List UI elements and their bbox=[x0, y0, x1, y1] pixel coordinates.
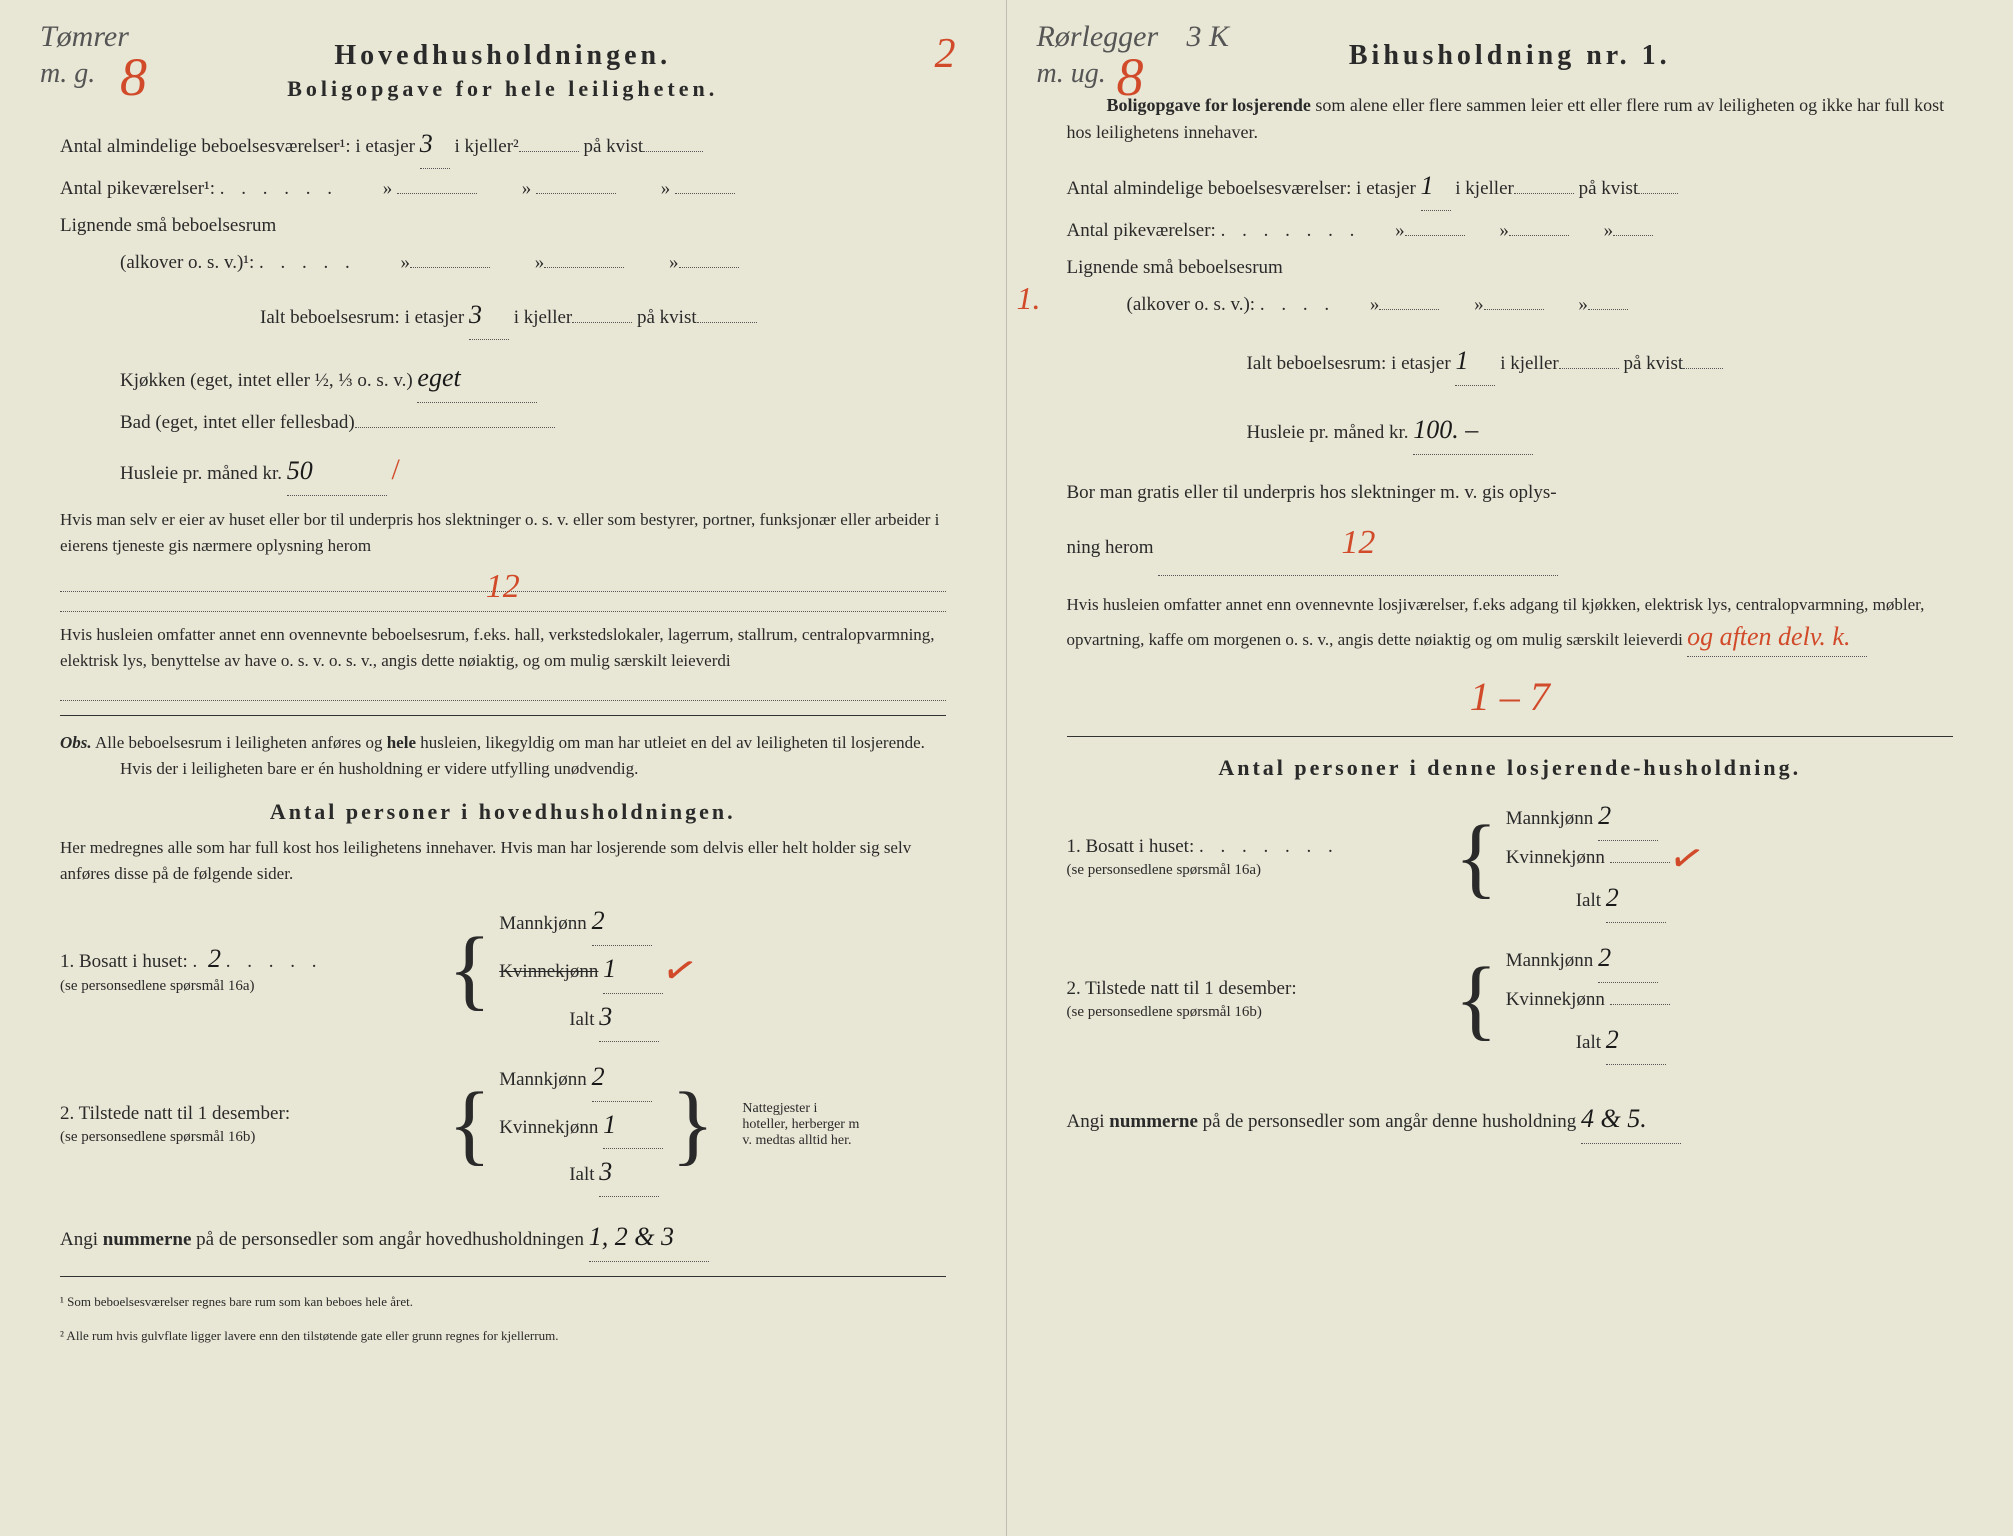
q1-kvinne-r bbox=[1610, 862, 1670, 863]
husleie-line-r: Husleie pr. måned kr. 100. – bbox=[1247, 406, 1954, 455]
bad-line: Bad (eget, intet eller fellesbad) bbox=[120, 405, 946, 440]
q1-mann-r: 2 bbox=[1598, 793, 1658, 841]
corner-note-marital: m. g. bbox=[40, 58, 95, 90]
q2-ialt: 3 bbox=[599, 1149, 659, 1197]
corner-extra-r: 3 K bbox=[1187, 20, 1230, 54]
q2-mann: 2 bbox=[592, 1054, 652, 1102]
angi-line-r: Angi nummerne på de personsedler som ang… bbox=[1067, 1095, 1954, 1144]
red-margin-1: 1. bbox=[1017, 280, 1041, 317]
husleie-line: Husleie pr. måned kr. 50 / bbox=[120, 442, 946, 498]
q2-mann-r: 2 bbox=[1598, 935, 1658, 983]
corner-number-red-r: 8 bbox=[1117, 46, 1144, 108]
persons-section-title-r: Antal personer i denne losjerende-hushol… bbox=[1067, 755, 1954, 781]
husleie-omfatter-para-r: Hvis husleien omfatter annet enn ovennev… bbox=[1067, 592, 1954, 658]
red-12: 12 bbox=[486, 568, 520, 605]
q2-ialt-r: 2 bbox=[1606, 1017, 1666, 1065]
alkover-line1-r: Lignende små beboelsesrum bbox=[1067, 250, 1954, 285]
total-etasjer-value-r: 1 bbox=[1455, 337, 1495, 386]
q1-ialt: 3 bbox=[599, 994, 659, 1042]
corner-number-red: 8 bbox=[120, 46, 147, 108]
bor-gratis-line: Bor man gratis eller til underpris hos s… bbox=[1067, 475, 1954, 510]
total-etasjer-value: 3 bbox=[469, 291, 509, 340]
persons-intro: Her medregnes alle som har full kost hos… bbox=[60, 835, 946, 886]
q2-block: 2. Tilstede natt til 1 desember: (se per… bbox=[60, 1054, 946, 1197]
red-range: 1 – 7 bbox=[1470, 674, 1550, 719]
husleie-omfatter-para: Hvis husleien omfatter annet enn ovennev… bbox=[60, 622, 946, 673]
husleie-value-r: 100. – bbox=[1413, 406, 1533, 455]
check-icon-r: ✓ bbox=[1664, 831, 1709, 885]
footnote-2: ² Alle rum hvis gulvflate ligger lavere … bbox=[60, 1327, 946, 1345]
rooms-line: Antal almindelige beboelsesværelser¹: i … bbox=[60, 120, 946, 169]
husleie-value: 50 bbox=[287, 447, 387, 496]
angi-value: 1, 2 & 3 bbox=[589, 1213, 709, 1262]
check-icon: ✓ bbox=[658, 943, 703, 997]
q2-block-r: 2. Tilstede natt til 1 desember: (se per… bbox=[1067, 935, 1954, 1065]
corner-page-red: 2 bbox=[935, 30, 956, 78]
kjokken-line: Kjøkken (eget, intet eller ½, ⅓ o. s. v.… bbox=[120, 354, 946, 403]
kjokken-value: eget bbox=[417, 354, 537, 403]
footnote-1: ¹ Som beboelsesværelser regnes bare rum … bbox=[60, 1293, 946, 1311]
title-main: Hovedhusholdningen. bbox=[60, 40, 946, 72]
alkover-line1: Lignende små beboelsesrum bbox=[60, 208, 946, 243]
q1-ialt-r: 2 bbox=[1606, 875, 1666, 923]
total-rooms-line: Ialt beboelsesrum: i etasjer 3 i kjeller… bbox=[260, 291, 946, 340]
right-page: Rørlegger m. ug. 3 K 8 Bihusholdning nr.… bbox=[1007, 0, 2013, 1536]
intro-r: Boligopgave for losjerende som alene ell… bbox=[1067, 92, 1954, 146]
q1-block-r: 1. Bosatt i huset: . . . . . . . (se per… bbox=[1067, 793, 1954, 923]
q1-total-inline: 2 bbox=[208, 944, 221, 973]
left-page: Tømrer m. g. 8 2 Hovedhusholdningen. Bol… bbox=[0, 0, 1007, 1536]
rooms-line-r: Antal almindelige beboelsesværelser: i e… bbox=[1067, 162, 1954, 211]
nattegjester-note: Nattegjester i hoteller, herberger m v. … bbox=[742, 1101, 862, 1149]
pikevaerelser-line: Antal pikeværelser¹: . . . . . . » » » bbox=[60, 171, 946, 206]
alkover-line2: (alkover o. s. v.)¹: . . . . . » » » bbox=[120, 245, 946, 280]
q1-block: 1. Bosatt i huset: . 2 . . . . . (se per… bbox=[60, 898, 946, 1041]
alkover-line2-r: (alkover o. s. v.): . . . . » » » bbox=[1127, 287, 1954, 322]
rooms-etasjer-value-r: 1 bbox=[1421, 162, 1451, 211]
persons-section-title: Antal personer i hovedhusholdningen. bbox=[60, 799, 946, 825]
hw-extra-r: og aften delv. k. bbox=[1687, 617, 1867, 657]
angi-line: Angi nummerne på de personsedler som ang… bbox=[60, 1213, 946, 1262]
red-12-r: 12 bbox=[1341, 524, 1375, 561]
q2-kvinne-r bbox=[1610, 1004, 1670, 1005]
q2-kvinne: 1 bbox=[603, 1102, 663, 1150]
bor-gratis-line2: ning herom 12 bbox=[1067, 512, 1954, 576]
q1-mann: 2 bbox=[592, 898, 652, 946]
owner-para: Hvis man selv er eier av huset eller bor… bbox=[60, 507, 946, 558]
corner-note-marital-r: m. ug. bbox=[1037, 58, 1106, 90]
corner-note-occupation: Tømrer bbox=[40, 20, 129, 54]
rooms-etasjer-value: 3 bbox=[420, 120, 450, 169]
obs-para: Obs. Alle beboelsesrum i leiligheten anf… bbox=[60, 730, 946, 781]
angi-value-r: 4 & 5. bbox=[1581, 1095, 1681, 1144]
q1-kvinne: 1 bbox=[603, 946, 663, 994]
pikevaerelser-line-r: Antal pikeværelser: . . . . . . . » » » bbox=[1067, 213, 1954, 248]
total-rooms-line-r: Ialt beboelsesrum: i etasjer 1 i kjeller… bbox=[1247, 337, 1954, 386]
title-sub: Boligopgave for hele leiligheten. bbox=[60, 76, 946, 102]
